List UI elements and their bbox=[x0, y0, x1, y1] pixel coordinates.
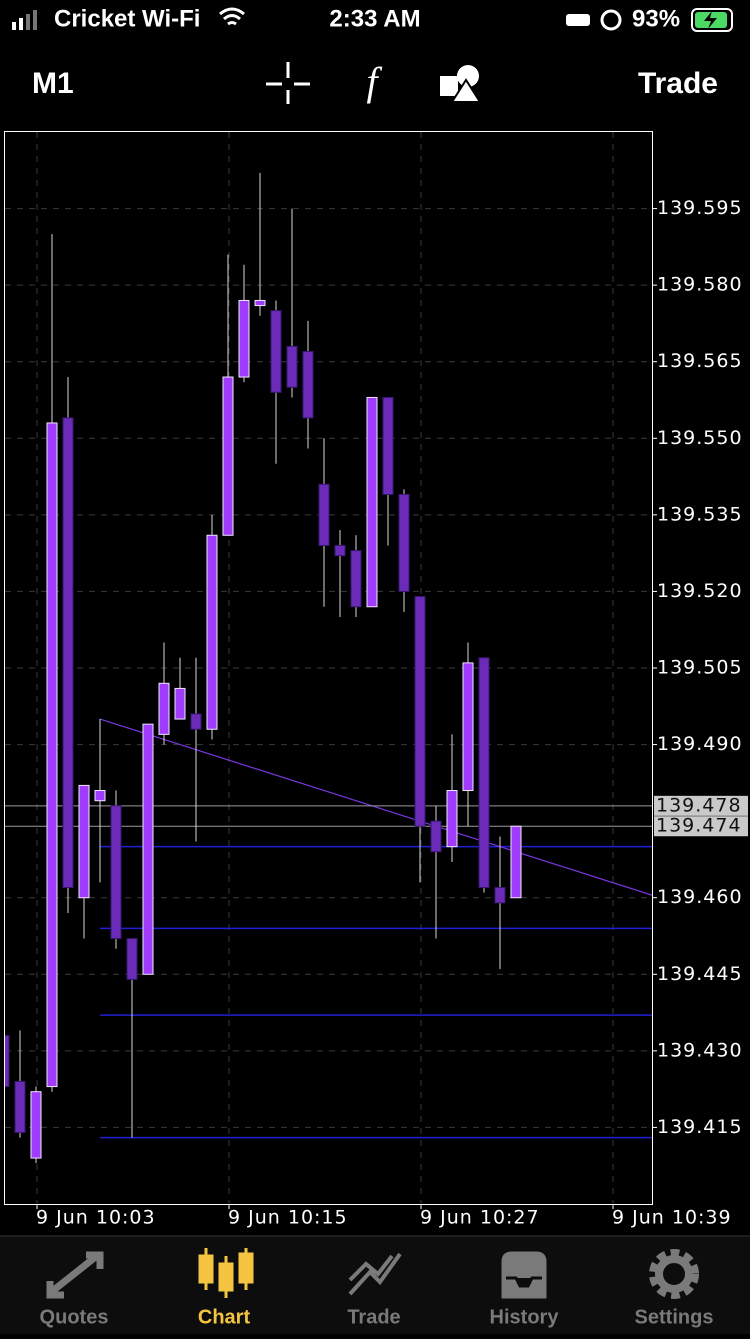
overlays bbox=[5, 718, 652, 1139]
candle-body bbox=[14, 1080, 26, 1134]
y-tick-label: 139.520 bbox=[657, 580, 743, 602]
y-tick-label: 139.430 bbox=[657, 1039, 743, 1061]
candle-body bbox=[94, 790, 106, 802]
price-label-box bbox=[654, 816, 748, 837]
candle-body bbox=[382, 396, 394, 495]
candle-body bbox=[286, 345, 298, 388]
crosshair-button[interactable] bbox=[266, 62, 310, 104]
signal-bar bbox=[19, 18, 23, 30]
x-tick-label: 9 Jun 10:03 bbox=[36, 1207, 156, 1229]
timeframe-button[interactable]: M1 bbox=[32, 67, 74, 100]
bed-icon bbox=[566, 14, 590, 26]
y-tick-label: 139.505 bbox=[657, 657, 743, 679]
tab-label[interactable]: History bbox=[490, 1306, 560, 1328]
status-bar: Cricket Wi-Fi 2:33 AM 93% bbox=[12, 5, 733, 32]
tab-icons bbox=[46, 1248, 699, 1302]
candle-body bbox=[5, 1035, 10, 1088]
y-tick-label: 139.460 bbox=[657, 886, 743, 908]
objects-circle bbox=[457, 65, 479, 87]
candle-body bbox=[494, 887, 506, 904]
candle-body bbox=[446, 790, 458, 848]
candle-body bbox=[142, 723, 154, 975]
candle-body bbox=[174, 687, 186, 720]
candle-body bbox=[366, 396, 378, 608]
y-tick-label: 139.445 bbox=[657, 963, 743, 985]
signal-bar bbox=[12, 22, 16, 30]
candle-body bbox=[238, 299, 250, 378]
candle-body bbox=[126, 938, 138, 980]
y-tick-label: 139.415 bbox=[657, 1116, 743, 1138]
y-tick-label: 139.565 bbox=[657, 350, 743, 372]
settings-icon bbox=[655, 1255, 693, 1293]
tab-bar bbox=[0, 1236, 750, 1334]
carrier: Cricket Wi-Fi bbox=[54, 5, 200, 32]
candle-body bbox=[30, 1091, 42, 1159]
candle-body bbox=[478, 657, 490, 889]
candle-body bbox=[302, 351, 314, 419]
toolbar: M1 f Trade bbox=[32, 59, 718, 104]
y-tick-label: 139.550 bbox=[657, 427, 743, 449]
alarm-icon bbox=[600, 9, 622, 31]
wifi-icon bbox=[219, 7, 245, 26]
candle-body bbox=[254, 299, 266, 307]
candles bbox=[5, 172, 522, 1164]
candle-body bbox=[318, 483, 330, 546]
clock: 2:33 AM bbox=[329, 5, 420, 32]
y-tick-label: 139.595 bbox=[657, 197, 743, 219]
candle-body bbox=[462, 662, 474, 792]
charging-bolt bbox=[704, 11, 717, 29]
candle-body bbox=[222, 376, 234, 536]
candle-body bbox=[430, 820, 442, 853]
candle-body bbox=[270, 310, 282, 393]
tab-label[interactable]: Chart bbox=[198, 1306, 251, 1328]
price-label: 139.478 bbox=[656, 794, 742, 816]
axes: 139.415 139.430 139.445 139.460 139.490 139.5… bbox=[36, 197, 748, 1229]
chart-icon bbox=[198, 1248, 254, 1298]
battery bbox=[691, 8, 733, 32]
candle-body bbox=[414, 596, 426, 827]
candle-body bbox=[158, 682, 170, 735]
quotes-icon bbox=[46, 1251, 104, 1299]
y-tick-label: 139.535 bbox=[657, 503, 743, 525]
candle-body bbox=[510, 825, 522, 899]
tab-label[interactable]: Quotes bbox=[40, 1306, 109, 1328]
candle-body bbox=[62, 417, 74, 889]
candle-body bbox=[110, 805, 122, 940]
trend-line bbox=[99, 718, 652, 896]
objects-button[interactable] bbox=[440, 65, 482, 103]
candle-body bbox=[78, 784, 90, 899]
battery-level: 93% bbox=[632, 5, 680, 32]
grid bbox=[5, 132, 652, 1204]
y-tick-label: 139.580 bbox=[657, 274, 743, 296]
objects-square bbox=[440, 76, 458, 96]
tab-labels: Quotes Chart Trade History Settings bbox=[40, 1306, 714, 1328]
candle-body bbox=[334, 544, 346, 557]
indicators-button[interactable]: f bbox=[366, 59, 382, 104]
tab-label[interactable]: Trade bbox=[347, 1306, 400, 1328]
candle-body bbox=[398, 493, 410, 592]
price-label: 139.474 bbox=[656, 815, 742, 837]
trade-icon bbox=[348, 1252, 402, 1296]
y-tick-label: 139.490 bbox=[657, 733, 743, 755]
candle-body bbox=[46, 422, 58, 1088]
candle-body bbox=[350, 550, 362, 608]
price-label-box bbox=[654, 795, 748, 816]
history-icon bbox=[498, 1248, 550, 1302]
x-tick-label: 9 Jun 10:39 bbox=[612, 1207, 732, 1229]
x-tick-label: 9 Jun 10:27 bbox=[420, 1207, 540, 1229]
tab-label[interactable]: Settings bbox=[635, 1306, 714, 1328]
x-tick-label: 9 Jun 10:15 bbox=[228, 1207, 348, 1229]
candle-body bbox=[206, 534, 218, 730]
candle-body bbox=[190, 713, 202, 730]
settings-gear bbox=[649, 1249, 699, 1299]
signal-bar bbox=[33, 10, 37, 30]
signal-bar bbox=[26, 14, 30, 30]
objects-triangle bbox=[450, 78, 482, 103]
trade-button[interactable]: Trade bbox=[638, 67, 718, 100]
